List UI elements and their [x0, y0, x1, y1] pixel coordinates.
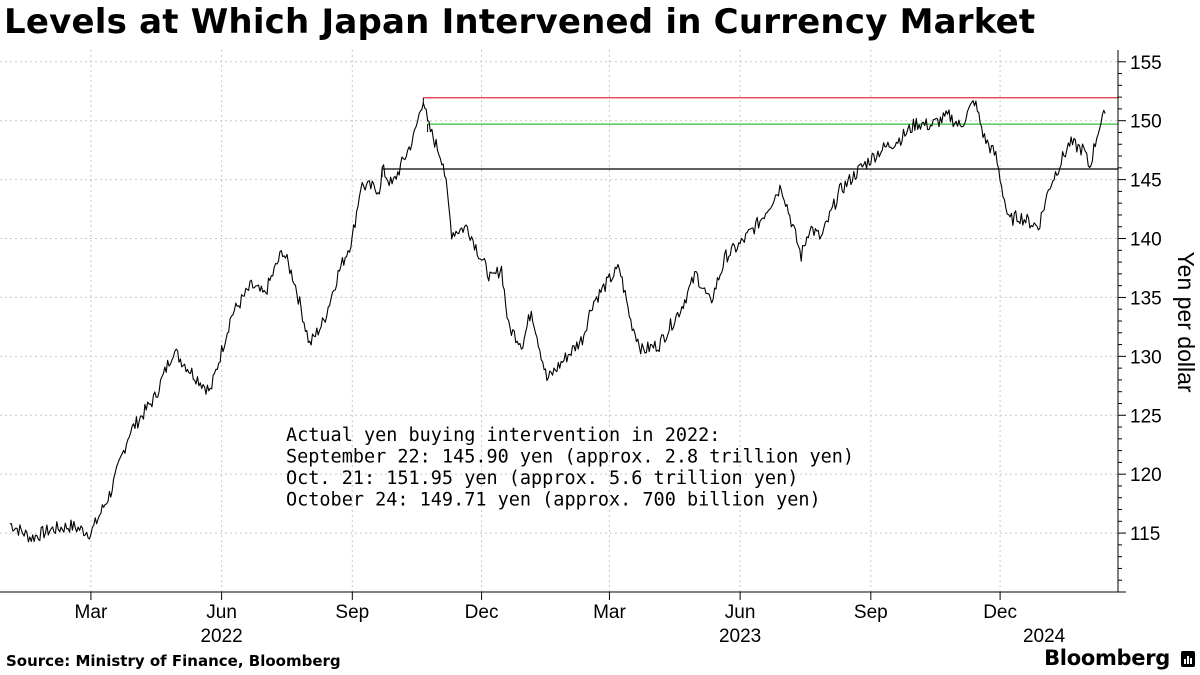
y-tick-label-120: 120 [1130, 465, 1162, 486]
x-tick-label-sep-2: Sep [335, 602, 369, 623]
y-tick-label-125: 125 [1130, 406, 1162, 427]
gridlines [0, 50, 1118, 592]
y-tick-label-150: 150 [1130, 112, 1162, 133]
bloomberg-chart-icon [1181, 651, 1195, 667]
x-tick-label-mar-4: Mar [593, 602, 626, 623]
axes [0, 50, 1126, 600]
x-tick-label-dec-7: Dec [983, 602, 1017, 623]
intervention-reference-lines [381, 97, 1118, 178]
year-label-2022: 2022 [200, 626, 242, 647]
y-tick-label-155: 155 [1130, 53, 1162, 74]
y-tick-label-145: 145 [1130, 171, 1162, 192]
x-tick-label-sep-6: Sep [854, 602, 888, 623]
intervention-note: Actual yen buying intervention in 2022:S… [286, 425, 854, 511]
x-tick-label-dec-3: Dec [465, 602, 499, 623]
x-tick-label-jun-5: Jun [725, 602, 756, 623]
year-label-2024: 2024 [1023, 626, 1066, 647]
y-tick-label-135: 135 [1130, 288, 1162, 309]
intervention-note-line-3: Oct. 21: 151.95 yen (approx. 5.6 trillio… [286, 468, 798, 489]
tick-labels: 115 120 125 130 135 140 145 150 155 Mar Jun Sep Dec M… [75, 53, 1162, 647]
intervention-note-line-1: Actual yen buying intervention in 2022: [286, 425, 720, 446]
year-label-2023: 2023 [719, 626, 761, 647]
x-tick-label-mar-0: Mar [75, 602, 108, 623]
bloomberg-logo: Bloomberg [1044, 646, 1170, 670]
intervention-note-line-4: October 24: 149.71 yen (approx. 700 bill… [286, 490, 821, 511]
y-tick-label-140: 140 [1130, 230, 1162, 251]
y-tick-label-130: 130 [1130, 347, 1162, 368]
y-tick-label-115: 115 [1130, 524, 1160, 545]
y-axis-label: Yen per dollar [1173, 251, 1199, 392]
usd-jpy-line [9, 100, 1106, 543]
chart-title: Levels at Which Japan Intervened in Curr… [4, 2, 1036, 42]
usd-jpy-series [9, 100, 1106, 543]
x-tick-label-jun-1: Jun [206, 602, 237, 623]
intervention-note-line-2: September 22: 145.90 yen (approx. 2.8 tr… [286, 447, 854, 468]
source-note: Source: Ministry of Finance, Bloomberg [6, 652, 341, 670]
